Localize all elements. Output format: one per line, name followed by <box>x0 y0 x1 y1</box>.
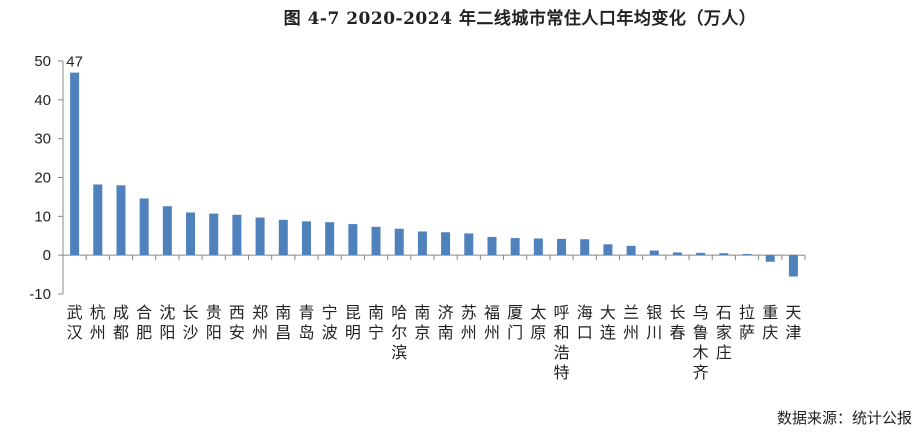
x-category-label: 青岛 <box>298 303 314 342</box>
x-category-label: 哈尔滨 <box>391 303 407 362</box>
x-category-label: 沈阳 <box>159 303 175 342</box>
bar-宁波 <box>325 222 335 256</box>
axes: -10 0 10 20 30 40 50 <box>29 53 806 303</box>
x-category-label: 太原 <box>530 303 546 342</box>
y-tick-label: 0 <box>43 247 51 264</box>
x-category-label: 昆明 <box>345 303 361 342</box>
bar-厦门 <box>510 238 520 256</box>
y-tick-label: 10 <box>34 208 51 225</box>
x-category-label: 成都 <box>113 303 129 342</box>
bar-南京 <box>417 231 427 256</box>
bar-青岛 <box>301 221 311 256</box>
x-category-label: 南宁 <box>368 303 384 342</box>
bar-拉萨 <box>742 254 752 256</box>
bar-天津 <box>788 255 798 277</box>
data-label: 47 <box>66 54 83 71</box>
bar-郑州 <box>255 217 265 256</box>
x-category-label: 兰州 <box>623 303 639 342</box>
x-category-label: 贵阳 <box>206 303 222 342</box>
x-category-label: 南京 <box>414 303 430 342</box>
y-tick-label: 20 <box>34 170 51 187</box>
bar-太原 <box>533 238 543 256</box>
bar-沈阳 <box>162 206 172 256</box>
bar-重庆 <box>765 255 775 262</box>
x-category-label: 厦门 <box>507 303 523 342</box>
bar-长沙 <box>186 212 196 256</box>
x-category-label: 乌鲁木齐 <box>693 303 709 382</box>
bar-乌鲁木齐 <box>696 252 706 256</box>
x-category-label: 拉萨 <box>739 303 755 342</box>
bar-福州 <box>487 236 497 256</box>
x-category-label: 西安 <box>229 303 245 342</box>
source-note: 数据来源：统计公报 <box>776 409 912 427</box>
y-tick-label: 30 <box>34 131 51 148</box>
bar-南宁 <box>371 226 381 256</box>
x-category-label: 郑州 <box>252 303 268 342</box>
category-labels: 武汉杭州成都合肥沈阳长沙贵阳西安郑州南昌青岛宁波昆明南宁哈尔滨南京济南苏州福州厦… <box>67 303 802 382</box>
x-category-label: 海口 <box>577 303 593 342</box>
bar-成都 <box>116 185 126 256</box>
bar-大连 <box>603 244 613 256</box>
bar-哈尔滨 <box>394 228 404 256</box>
x-category-label: 宁波 <box>322 303 338 342</box>
bar-昆明 <box>348 224 358 256</box>
x-category-label: 苏州 <box>461 303 477 342</box>
x-category-label: 福州 <box>484 303 500 342</box>
chart-title: 图 4-7 2020-2024 年二线城市常住人口年均变化（万人） <box>283 9 757 29</box>
bar-石家庄 <box>719 253 729 256</box>
x-category-label: 济南 <box>438 303 454 342</box>
y-tick-label: 50 <box>34 53 51 70</box>
x-category-label: 杭州 <box>90 303 106 342</box>
bar-西安 <box>232 214 242 256</box>
bar-海口 <box>580 239 590 256</box>
x-category-label: 银川 <box>646 303 662 342</box>
bar-武汉 <box>70 72 80 256</box>
x-category-label: 合肥 <box>136 303 152 342</box>
bar-贵阳 <box>209 213 219 256</box>
x-category-label: 重庆 <box>762 303 778 342</box>
bar-苏州 <box>464 233 474 256</box>
x-category-label: 大连 <box>600 303 616 342</box>
x-category-label: 呼和浩特 <box>554 303 570 382</box>
bar-兰州 <box>626 245 636 256</box>
bar-济南 <box>441 232 451 256</box>
y-tick-label: 40 <box>34 92 51 109</box>
bar-银川 <box>649 250 659 256</box>
x-category-label: 南昌 <box>275 303 291 342</box>
x-category-label: 天津 <box>785 303 801 342</box>
x-category-label: 武汉 <box>67 303 83 342</box>
bar-呼和浩特 <box>557 238 567 256</box>
bars: 47 <box>66 54 798 277</box>
bar-南昌 <box>278 219 288 256</box>
bar-长春 <box>672 252 682 256</box>
x-category-label: 石家庄 <box>716 303 732 362</box>
bar-杭州 <box>93 184 103 256</box>
y-tick-label: -10 <box>29 286 51 303</box>
x-category-label: 长沙 <box>183 303 199 342</box>
bar-合肥 <box>139 198 149 256</box>
x-category-label: 长春 <box>669 303 685 342</box>
